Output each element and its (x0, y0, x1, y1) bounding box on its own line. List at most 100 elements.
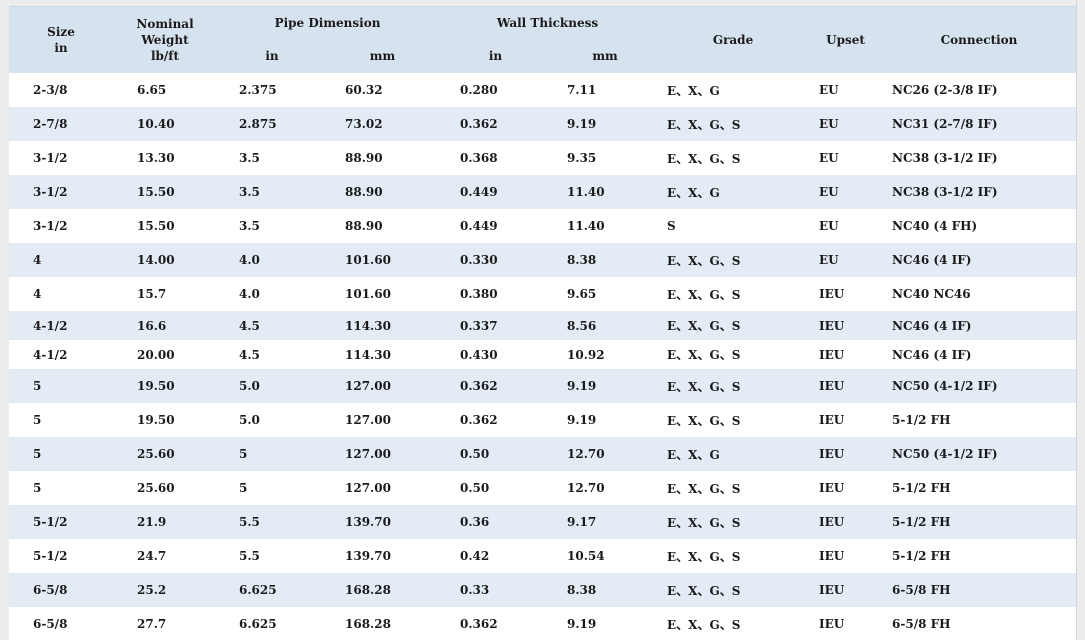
col-header-connection: Connection (882, 7, 1076, 73)
cell-upset: EU (809, 209, 883, 243)
cell-wall-mm: 8.38 (553, 573, 658, 607)
right-border (1076, 0, 1077, 640)
cell-connection: NC50 (4-1/2 IF) (882, 369, 1076, 403)
cell-wall-in: 0.449 (438, 175, 554, 209)
table-row: 5 25.60 5 127.00 0.50 12.70 E、X、G、S IEU 5-1/2 FH (9, 471, 1076, 505)
cell-pipe-mm: 168.28 (327, 573, 439, 607)
cell-nominal-weight: 25.60 (113, 437, 217, 471)
cell-upset: IEU (809, 607, 883, 640)
cell-size: 3-1/2 (9, 209, 113, 243)
cell-upset: IEU (809, 505, 883, 539)
cell-nominal-weight: 6.65 (113, 73, 217, 107)
nominal-header-line1: Nominal (136, 17, 194, 31)
cell-wall-in: 0.368 (438, 141, 554, 175)
cell-grade: E、X、G、S (657, 277, 810, 311)
table-row: 4-1/2 20.00 4.5 114.30 0.430 10.92 E、X、G、S IEU N… (9, 340, 1076, 369)
cell-pipe-in: 5 (217, 471, 327, 505)
cell-connection: 5-1/2 FH (882, 471, 1076, 505)
cell-nominal-weight: 27.7 (113, 607, 217, 640)
table-row: 5-1/2 24.7 5.5 139.70 0.42 10.54 E、X、G、S IEU 5-1… (9, 539, 1076, 573)
table-row: 5-1/2 21.9 5.5 139.70 0.36 9.17 E、X、G、S IEU 5-1/… (9, 505, 1076, 539)
cell-upset: IEU (809, 471, 883, 505)
cell-nominal-weight: 15.50 (113, 209, 217, 243)
cell-pipe-mm: 114.30 (327, 311, 439, 340)
cell-connection: 6-5/8 FH (882, 573, 1076, 607)
cell-pipe-mm: 101.60 (327, 243, 439, 277)
cell-pipe-mm: 88.90 (327, 209, 439, 243)
table-row: 4-1/2 16.6 4.5 114.30 0.337 8.56 E、X、G、S IEU NC4… (9, 311, 1076, 340)
cell-nominal-weight: 14.00 (113, 243, 217, 277)
cell-size: 4-1/2 (9, 340, 113, 369)
cell-nominal-weight: 10.40 (113, 107, 217, 141)
cell-wall-in: 0.280 (438, 73, 554, 107)
cell-upset: EU (809, 107, 883, 141)
table-row: 6-5/8 27.7 6.625 168.28 0.362 9.19 E、X、G、S IEU 6… (9, 607, 1076, 640)
cell-pipe-in: 5.5 (217, 505, 327, 539)
table-row: 6-5/8 25.2 6.625 168.28 0.33 8.38 E、X、G、S IEU 6-… (9, 573, 1076, 607)
cell-pipe-mm: 88.90 (327, 141, 439, 175)
col-header-nominal-weight: Nominal Weight lb/ft (113, 7, 217, 73)
cell-nominal-weight: 20.00 (113, 340, 217, 369)
cell-pipe-mm: 127.00 (327, 369, 439, 403)
col-header-pipe-mm: mm (327, 39, 439, 73)
cell-pipe-mm: 127.00 (327, 403, 439, 437)
table-row: 3-1/2 13.30 3.5 88.90 0.368 9.35 E、X、G、S EU NC38… (9, 141, 1076, 175)
cell-wall-mm: 9.19 (553, 107, 658, 141)
cell-upset: EU (809, 141, 883, 175)
cell-upset: IEU (809, 403, 883, 437)
cell-wall-in: 0.362 (438, 107, 554, 141)
cell-grade: E、X、G、S (657, 403, 810, 437)
cell-wall-mm: 12.70 (553, 437, 658, 471)
cell-wall-mm: 9.35 (553, 141, 658, 175)
cell-pipe-in: 2.375 (217, 73, 327, 107)
nominal-header-line2: Weight (141, 33, 189, 47)
cell-connection: 5-1/2 FH (882, 505, 1076, 539)
cell-pipe-in: 6.625 (217, 607, 327, 640)
cell-pipe-in: 3.5 (217, 141, 327, 175)
cell-connection: NC40 (4 FH) (882, 209, 1076, 243)
nominal-header-line3: lb/ft (150, 49, 180, 63)
cell-wall-in: 0.430 (438, 340, 554, 369)
cell-pipe-mm: 168.28 (327, 607, 439, 640)
cell-grade: E、X、G、S (657, 141, 810, 175)
cell-upset: EU (809, 175, 883, 209)
cell-connection: NC46 (4 IF) (882, 311, 1076, 340)
cell-grade: E、X、G、S (657, 311, 810, 340)
cell-wall-in: 0.50 (438, 437, 554, 471)
cell-size: 3-1/2 (9, 141, 113, 175)
cell-size: 6-5/8 (9, 573, 113, 607)
cell-connection: 5-1/2 FH (882, 539, 1076, 573)
cell-size: 4 (9, 277, 113, 311)
cell-nominal-weight: 25.2 (113, 573, 217, 607)
cell-grade: E、X、G、S (657, 471, 810, 505)
cell-upset: IEU (809, 369, 883, 403)
cell-wall-mm: 9.65 (553, 277, 658, 311)
cell-pipe-in: 5 (217, 437, 327, 471)
col-header-upset: Upset (809, 7, 883, 73)
cell-pipe-in: 4.0 (217, 277, 327, 311)
cell-wall-in: 0.449 (438, 209, 554, 243)
cell-pipe-in: 6.625 (217, 573, 327, 607)
cell-pipe-in: 3.5 (217, 209, 327, 243)
table-row: 3-1/2 15.50 3.5 88.90 0.449 11.40 S EU NC40 (4 F… (9, 209, 1076, 243)
col-header-wall-thickness: Wall Thickness (438, 7, 658, 39)
size-header-line2: in (54, 41, 68, 55)
cell-pipe-mm: 127.00 (327, 437, 439, 471)
cell-connection: NC38 (3-1/2 IF) (882, 141, 1076, 175)
cell-size: 5-1/2 (9, 539, 113, 573)
cell-upset: IEU (809, 340, 883, 369)
cell-grade: E、X、G、S (657, 107, 810, 141)
cell-nominal-weight: 19.50 (113, 403, 217, 437)
table-row: 5 19.50 5.0 127.00 0.362 9.19 E、X、G、S IEU 5-1/2 … (9, 403, 1076, 437)
cell-wall-in: 0.36 (438, 505, 554, 539)
cell-wall-mm: 9.19 (553, 607, 658, 640)
cell-wall-mm: 11.40 (553, 209, 658, 243)
cell-grade: E、X、G、S (657, 340, 810, 369)
cell-size: 3-1/2 (9, 175, 113, 209)
cell-wall-mm: 8.56 (553, 311, 658, 340)
cell-size: 4 (9, 243, 113, 277)
cell-upset: IEU (809, 539, 883, 573)
cell-grade: E、X、G、S (657, 573, 810, 607)
cell-size: 6-5/8 (9, 607, 113, 640)
cell-connection: NC46 (4 IF) (882, 340, 1076, 369)
